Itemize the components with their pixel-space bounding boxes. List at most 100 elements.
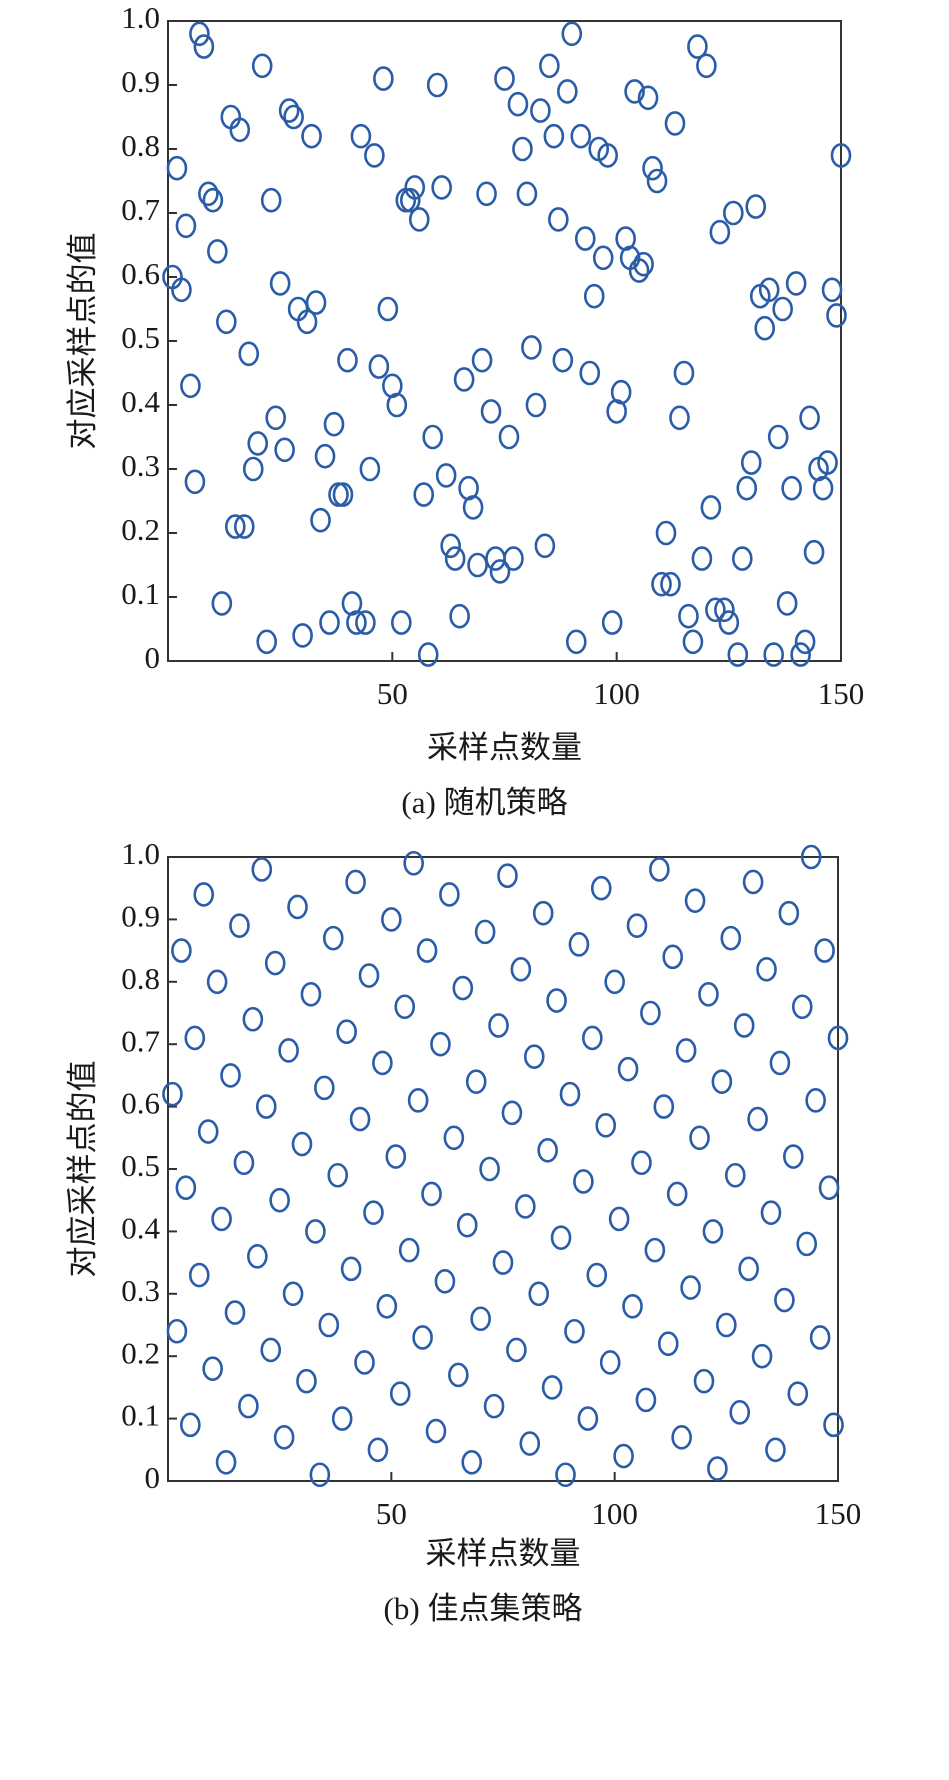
marker	[412, 1325, 433, 1350]
marker	[497, 863, 518, 889]
y-tick-label: 0.6	[121, 256, 160, 291]
marker	[421, 1181, 442, 1207]
marker	[564, 1318, 585, 1344]
y-tick-label: 0.2	[121, 512, 160, 547]
marker	[781, 475, 802, 501]
x-tick-label: 150	[815, 1496, 862, 1531]
marker	[238, 1393, 259, 1419]
marker	[772, 296, 793, 322]
y-tick-label: 0.4	[121, 1211, 160, 1246]
marker	[687, 34, 708, 59]
marker	[680, 1275, 701, 1300]
marker	[184, 469, 206, 495]
marker	[251, 857, 273, 882]
marker	[543, 123, 565, 149]
marker	[747, 1106, 768, 1132]
marker	[769, 1050, 791, 1076]
marker	[541, 1375, 563, 1400]
marker	[548, 207, 569, 232]
marker	[791, 994, 813, 1020]
marker	[519, 1431, 541, 1456]
marker	[754, 315, 776, 341]
marker	[386, 392, 408, 418]
marker	[550, 1225, 572, 1250]
marker	[354, 1350, 375, 1375]
marker	[516, 181, 538, 207]
marker	[340, 1256, 362, 1282]
marker	[485, 546, 506, 571]
marker	[349, 1106, 371, 1132]
marker	[565, 629, 587, 655]
marker	[229, 913, 250, 938]
x-tick-label: 50	[377, 676, 408, 711]
y-tick-label: 0	[145, 640, 161, 675]
marker	[525, 392, 547, 418]
marker	[570, 123, 592, 149]
marker	[282, 1281, 304, 1307]
marker	[830, 143, 852, 168]
marker	[407, 1088, 429, 1113]
marker	[803, 539, 825, 565]
marker	[805, 1088, 826, 1113]
marker	[510, 957, 532, 982]
y-tick-label: 0.9	[121, 64, 160, 99]
marker	[175, 1175, 197, 1201]
marker	[328, 482, 349, 507]
marker	[440, 533, 461, 559]
marker	[479, 1156, 500, 1182]
marker	[646, 168, 668, 194]
y-tick-label: 0	[145, 1460, 161, 1495]
marker	[693, 1368, 715, 1394]
marker	[671, 1425, 692, 1450]
y-tick-label: 0.5	[121, 320, 160, 355]
marker	[184, 1025, 206, 1051]
marker	[700, 495, 722, 520]
marker	[278, 98, 300, 123]
marker	[817, 450, 838, 475]
marker	[507, 91, 529, 117]
marker	[506, 1337, 527, 1363]
marker	[467, 552, 488, 578]
marker	[530, 98, 551, 123]
marker	[180, 1412, 201, 1438]
marker	[242, 456, 264, 482]
chart: 0 0.1 0.2 0.3 0.4 0.5 0.6 0.7 0.8 0.9 1.0 50 100 150 采…	[65, 836, 861, 1626]
marker	[260, 1337, 282, 1363]
marker	[211, 1206, 232, 1232]
marker	[601, 610, 623, 635]
marker	[287, 894, 308, 920]
marker	[300, 981, 322, 1007]
marker	[488, 1013, 509, 1038]
marker	[416, 938, 438, 963]
marker	[751, 1343, 773, 1369]
y-tick-label: 0.1	[121, 576, 160, 611]
marker	[595, 1113, 617, 1138]
marker	[474, 919, 496, 945]
marker	[483, 1393, 505, 1419]
plot-frame	[167, 856, 839, 1482]
marker	[404, 175, 426, 200]
marker	[310, 507, 331, 533]
marker	[456, 1212, 478, 1238]
marker	[579, 360, 601, 386]
marker	[470, 1306, 491, 1332]
marker	[189, 21, 210, 47]
marker	[256, 629, 278, 655]
marker	[391, 610, 412, 635]
marker	[314, 443, 336, 469]
marker	[434, 1269, 456, 1294]
marker	[332, 482, 354, 507]
marker	[292, 623, 313, 648]
marker	[774, 1287, 795, 1313]
marker	[319, 610, 340, 635]
marker	[724, 1162, 746, 1188]
marker	[171, 938, 192, 963]
marker	[787, 1381, 809, 1406]
y-tick-label: 0.3	[121, 1273, 160, 1308]
marker	[278, 1038, 299, 1063]
marker	[171, 277, 192, 303]
marker	[413, 482, 435, 507]
marker	[727, 642, 749, 667]
y-tick-label: 0.1	[121, 1398, 160, 1433]
